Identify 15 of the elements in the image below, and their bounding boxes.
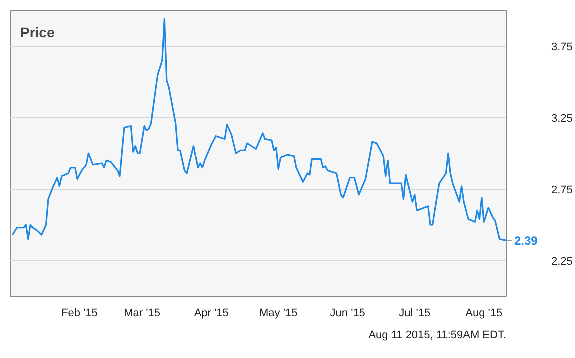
y-tick-label: 2.75 [552, 184, 573, 196]
y-tick-label: 3.25 [552, 112, 573, 125]
x-tick-label: Jun '15 [330, 308, 366, 320]
x-tick-label: May '15 [260, 308, 298, 320]
y-tick-label: 3.75 [552, 41, 573, 54]
y-tick-label: 2.25 [552, 256, 573, 268]
x-tick-label: Mar '15 [124, 308, 160, 320]
x-tick-label: Feb '15 [62, 308, 98, 320]
x-tick-label: Jul '15 [399, 308, 431, 320]
text: Aug 11 2015, 11:59AM EDT. [368, 330, 507, 342]
line-series [12, 18, 506, 242]
x-tick-label: Aug '15 [466, 308, 503, 320]
x-tick-label: Apr '15 [194, 308, 229, 320]
annotation: 2.39 [514, 234, 538, 248]
text: Price [20, 24, 55, 40]
